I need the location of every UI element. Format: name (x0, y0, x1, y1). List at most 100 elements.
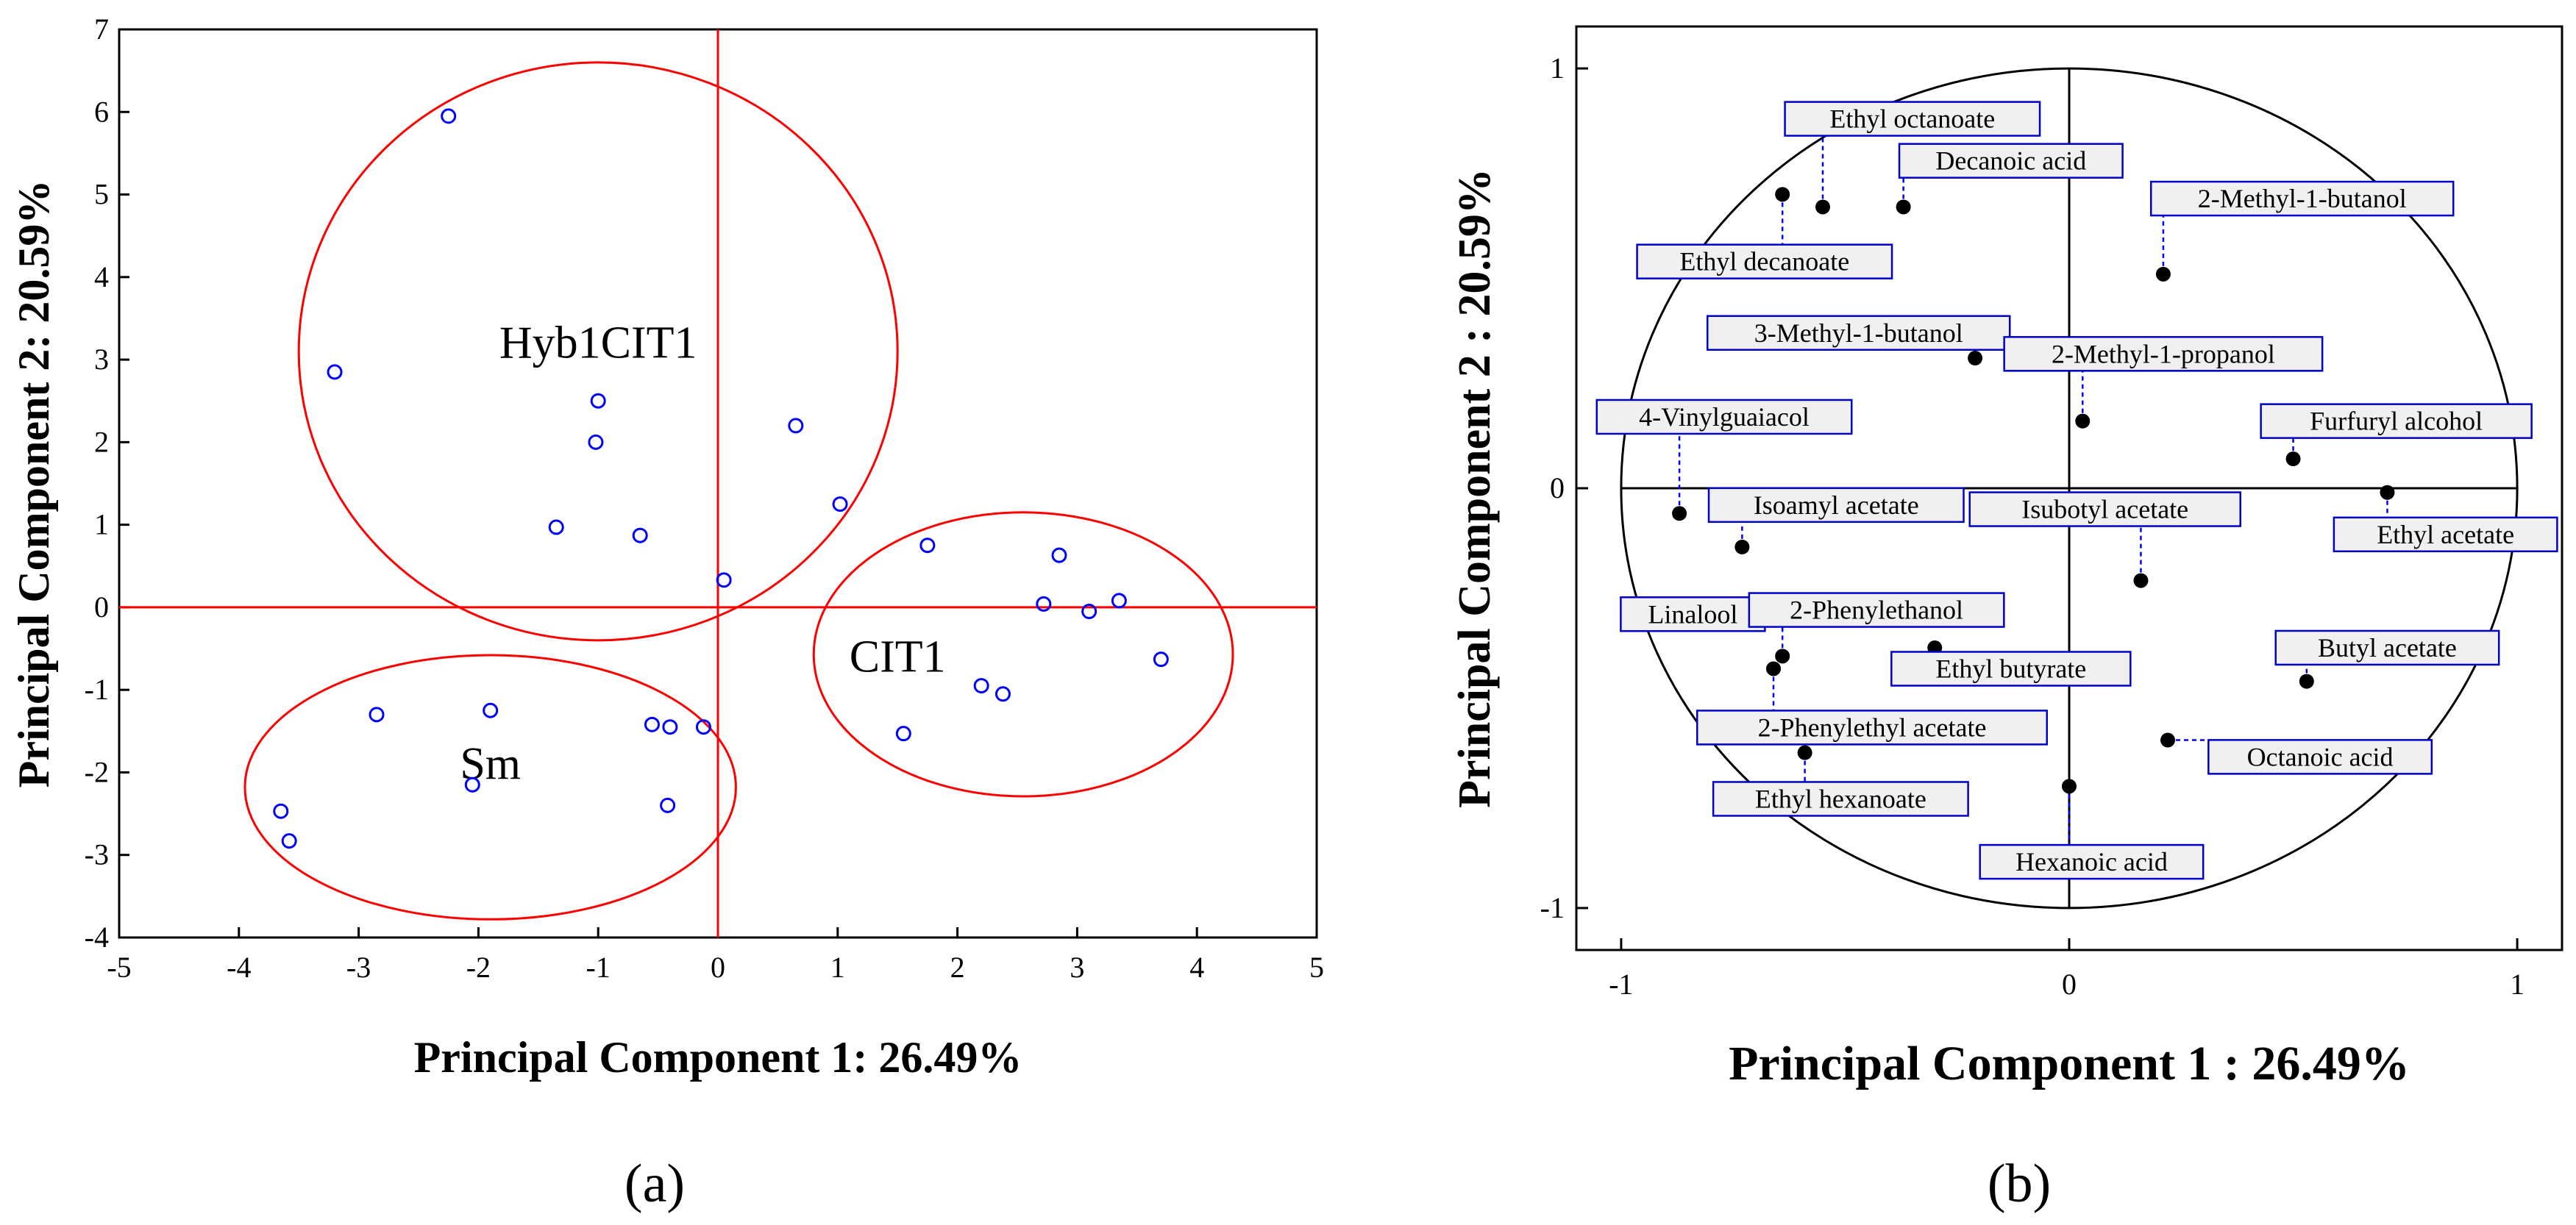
variable-label-box (1898, 143, 2124, 179)
score-point (695, 719, 711, 735)
group-label: CIT1 (850, 632, 946, 682)
group-ellipse (812, 511, 1234, 798)
variable-label: Isoamyl acetate (1754, 490, 1919, 520)
loading-point (1968, 351, 1983, 366)
x-tick-label: -1 (586, 951, 611, 984)
variable-label: Linalool (1648, 599, 1737, 629)
variable-label-box (2149, 180, 2455, 217)
panel-b-x-axis-title: Principal Component 1 : 26.49% (1729, 1037, 2410, 1090)
y-tick-label: -1 (85, 673, 109, 706)
score-point (973, 678, 989, 694)
panel-a-score-points (273, 108, 1169, 849)
y-tick-label: -4 (85, 921, 109, 954)
variable-label-box (1748, 592, 2005, 628)
variable-label-box (2003, 336, 2324, 372)
variable-label-box (1696, 710, 2048, 746)
variable-label: Butyl acetate (2318, 633, 2457, 662)
score-point (995, 686, 1011, 702)
variable-label-box (2260, 403, 2533, 439)
y-tick-label: 1 (94, 508, 109, 541)
panel-a-label: (a) (625, 1154, 685, 1214)
y-tick-label: 1 (1550, 51, 1565, 85)
loading-point (1797, 745, 1812, 760)
loading-point (2075, 413, 2091, 429)
score-point (660, 797, 676, 813)
score-point (1153, 651, 1169, 668)
variable-label: 4-Vinylguaiacol (1639, 402, 1810, 432)
x-tick-label: -1 (1609, 968, 1633, 1001)
variable-label: Ethyl decanoate (1679, 247, 1849, 276)
score-point (832, 496, 848, 512)
score-point (273, 803, 289, 819)
variable-label-box (1784, 101, 2041, 137)
x-tick-label: 0 (711, 951, 725, 984)
score-point (369, 707, 385, 723)
variable-label: 2-Methyl-1-propanol (2052, 339, 2275, 368)
variable-label-box (2207, 739, 2433, 775)
x-tick-label: -4 (227, 951, 251, 984)
x-tick-label: 3 (1070, 951, 1084, 984)
score-point (590, 393, 606, 409)
variable-label: Decanoic acid (1935, 146, 2086, 176)
y-tick-label: 3 (94, 343, 109, 376)
score-point (588, 434, 604, 450)
y-tick-label: 0 (94, 590, 109, 624)
loading-point (2062, 779, 2077, 794)
x-tick-label: 1 (2510, 968, 2525, 1001)
panel-b-variable-labels: Ethyl octanoate Decanoic acid Ethyl decano… (1595, 101, 2558, 880)
variable-label-box (2274, 629, 2500, 666)
variable-label-box (2333, 516, 2558, 553)
score-point (1051, 547, 1067, 563)
loading-point (1672, 506, 1687, 521)
score-point (441, 108, 457, 124)
x-tick-label: 0 (2062, 968, 2077, 1001)
group-label: Sm (460, 739, 521, 789)
y-tick-label: 5 (94, 178, 109, 211)
panel-b-unit-circle (1620, 67, 2519, 910)
score-point (548, 519, 564, 535)
loading-point (1775, 649, 1790, 664)
variable-label-box (1620, 596, 1766, 632)
loading-point (2160, 732, 2175, 748)
score-point (464, 776, 480, 793)
variable-label: Hexanoic acid (2015, 847, 2168, 876)
variable-label-box (1706, 315, 2011, 351)
variable-label: Isubotyl acetate (2021, 495, 2188, 524)
variable-label: 2-Phenylethanol (1790, 596, 1963, 625)
variable-label-box (1595, 399, 1853, 435)
variable-label: Octanoic acid (2247, 742, 2394, 771)
y-tick-label: -2 (85, 755, 109, 788)
panel-b-ticks: -1 0 1 -1 0 1 (1540, 51, 2525, 1001)
x-tick-label: 4 (1189, 951, 1204, 984)
y-tick-label: -1 (1540, 891, 1565, 924)
score-point (662, 719, 678, 735)
y-tick-label: 6 (94, 95, 109, 128)
variable-label: 2-Phenylethyl acetate (1758, 712, 1987, 742)
variable-label-box (1890, 651, 2132, 687)
panel-a-group-ellipses: Hyb1CIT1 CIT1 Sm (243, 61, 1234, 921)
x-tick-label: -5 (107, 951, 131, 984)
score-point (716, 572, 732, 588)
variable-label: 3-Methyl-1-butanol (1754, 318, 1963, 348)
loading-point (1734, 539, 1750, 554)
loading-point (2155, 266, 2171, 282)
score-point (1081, 604, 1097, 620)
score-point (1036, 596, 1052, 612)
x-tick-label: 1 (830, 951, 845, 984)
loading-point (2285, 451, 2301, 467)
loading-point (2299, 674, 2314, 689)
score-point (632, 527, 648, 543)
x-tick-label: -3 (346, 951, 371, 984)
variable-label-box (1636, 243, 1893, 279)
panel-b-y-axis-title: Principal Component 2 : 20.59% (1450, 168, 1500, 808)
score-point (1111, 593, 1127, 609)
score-point (327, 364, 343, 380)
score-point (895, 726, 911, 742)
score-point (788, 418, 804, 434)
score-point (919, 538, 936, 554)
variable-label: 2-Methyl-1-butanol (2198, 184, 2407, 213)
